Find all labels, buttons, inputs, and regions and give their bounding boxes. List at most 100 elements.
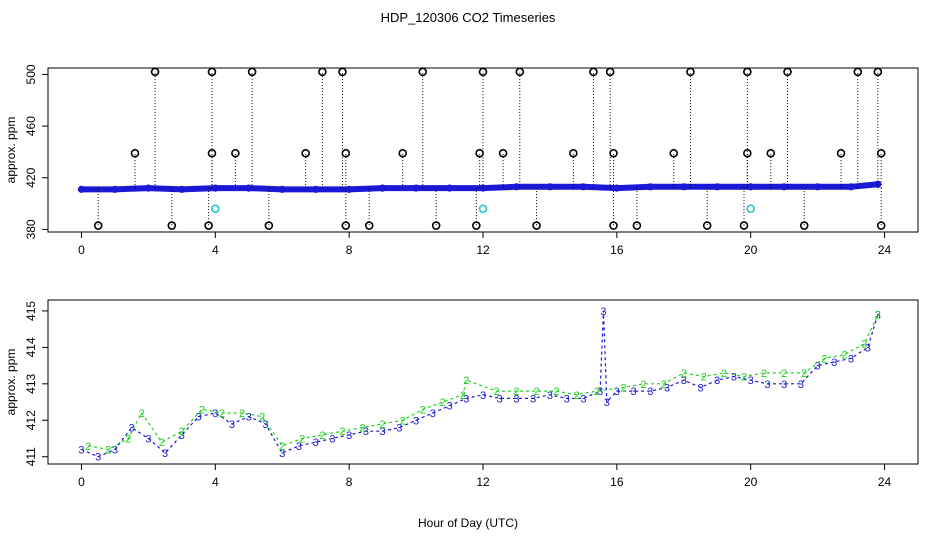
outlier-low-point	[472, 221, 481, 230]
series-3-point: 3	[681, 375, 687, 387]
series-3-point: 3	[396, 423, 402, 435]
series-3-point: 3	[848, 353, 854, 365]
series-3-point: 3	[614, 386, 620, 398]
series-2-point: 2	[801, 368, 807, 380]
series-2-point: 2	[219, 408, 225, 420]
x-tick-label: 4	[212, 243, 219, 257]
series-2-point: 2	[875, 310, 881, 322]
series-3-point: 3	[329, 433, 335, 445]
series-2-point: 2	[841, 350, 847, 362]
outlier-cyan-point	[746, 204, 755, 214]
x-tick-label: 20	[744, 475, 758, 489]
outlier-mid-point	[498, 148, 508, 158]
series-2-point: 2	[359, 423, 365, 435]
x-tick-label: 8	[346, 243, 353, 257]
series-3-point: 3	[831, 357, 837, 369]
outlier-low-point	[702, 221, 712, 230]
outlier-high-point	[478, 67, 488, 77]
bottom-x-axis-label: Hour of Day (UTC)	[418, 516, 518, 530]
series-3-point: 3	[513, 393, 519, 405]
outlier-low-point	[532, 221, 541, 230]
series-3-point: 3	[497, 393, 503, 405]
series-3-line	[81, 310, 879, 458]
series-3-point: 3	[279, 448, 285, 460]
outlier-high-point	[515, 67, 525, 77]
top-data-point	[144, 184, 152, 192]
x-tick-label: 4	[212, 475, 219, 489]
series-2-point: 2	[440, 397, 446, 409]
series-2-point: 2	[594, 386, 600, 398]
outlier-high-point	[783, 67, 792, 77]
outlier-low-point	[364, 221, 374, 230]
outlier-mid-point	[398, 148, 407, 158]
series-2-point: 2	[259, 412, 265, 424]
series-3-point: 3	[430, 408, 436, 420]
top-data-point	[814, 183, 822, 191]
series-2-point: 2	[513, 386, 519, 398]
y-tick-label: 411	[24, 447, 38, 466]
top-data-point	[379, 184, 387, 192]
series-3-point: 3	[647, 386, 653, 398]
series-2-point: 2	[574, 390, 580, 402]
outlier-mid-point	[231, 148, 240, 158]
series-2-point: 2	[554, 386, 560, 398]
outlier-low-point	[739, 221, 749, 230]
top-data-point	[713, 183, 721, 191]
top-data-point	[345, 185, 353, 193]
series-2-point: 2	[641, 379, 647, 391]
series-2-point: 2	[460, 390, 466, 402]
outlier-high-point	[207, 67, 217, 77]
series-3-point: 3	[296, 441, 302, 453]
outlier-mid-point	[475, 148, 484, 158]
series-3-point: 3	[229, 419, 235, 431]
series-3-point: 3	[196, 412, 202, 424]
top-data-point	[111, 185, 119, 193]
outlier-mid-point	[130, 148, 140, 158]
outlier-high-point	[873, 67, 883, 77]
series-2-point: 2	[139, 408, 145, 420]
series-2-point: 2	[105, 444, 111, 456]
series-3-point: 3	[179, 430, 185, 442]
series-3-point: 3	[600, 306, 606, 318]
outlier-low-point	[93, 221, 103, 230]
series-2-point: 2	[741, 372, 747, 384]
series-2-point: 2	[299, 433, 305, 445]
outlier-high-point	[686, 67, 695, 77]
y-tick-label: 420	[24, 167, 38, 187]
outlier-mid-point	[836, 148, 846, 158]
top-data-point	[445, 184, 454, 192]
outlier-low-point	[876, 221, 886, 230]
outlier-mid-point	[766, 148, 776, 158]
series-2-point: 2	[620, 382, 626, 394]
outlier-high-point	[743, 67, 752, 77]
series-3-point: 3	[480, 390, 486, 402]
outlier-cyan-point	[478, 204, 488, 214]
series-2-point: 2	[761, 368, 767, 380]
outlier-high-point	[318, 67, 327, 77]
series-3-point: 3	[748, 375, 754, 387]
series-2-point: 2	[339, 426, 345, 438]
series-2-point: 2	[239, 408, 245, 420]
series-2-point: 2	[125, 433, 131, 445]
series-2-point: 2	[319, 430, 325, 442]
outlier-mid-point	[569, 148, 578, 158]
series-3-point: 3	[580, 393, 586, 405]
series-2-point: 2	[821, 353, 827, 365]
series-2-point: 2	[781, 368, 787, 380]
series-3-point: 3	[145, 433, 151, 445]
x-tick-label: 0	[78, 243, 85, 257]
outlier-mid-point	[743, 148, 752, 158]
outlier-high-point	[853, 67, 863, 77]
top-data-point	[680, 183, 688, 191]
series-3-point: 3	[446, 401, 452, 413]
series-2-point: 2	[493, 386, 499, 398]
series-3-point: 3	[246, 412, 252, 424]
x-tick-label: 20	[744, 243, 758, 257]
top-data-point	[780, 183, 788, 191]
outlier-mid-point	[341, 148, 351, 158]
top-data-point	[646, 183, 654, 191]
x-tick-label: 12	[476, 243, 490, 257]
series-3-point: 3	[380, 426, 386, 438]
series-2-point: 2	[701, 372, 707, 384]
outlier-high-point	[418, 67, 428, 77]
